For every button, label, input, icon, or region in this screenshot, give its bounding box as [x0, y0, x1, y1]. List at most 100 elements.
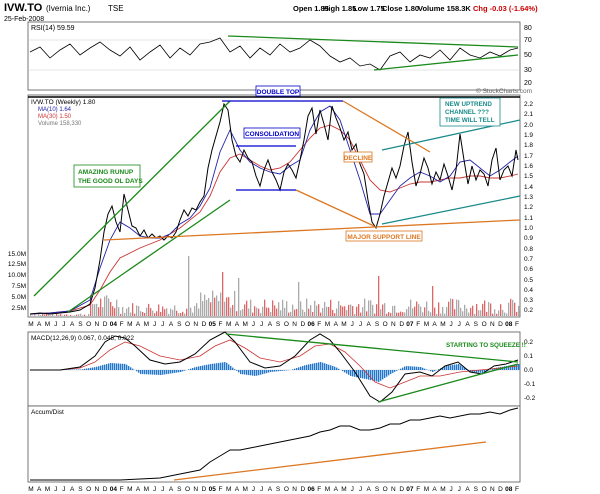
month-tick-label: J [351, 486, 354, 493]
rsi-tick: 30 [524, 67, 532, 74]
volume-bar [264, 299, 266, 316]
macd-histogram-bar [102, 365, 104, 370]
macd-histogram-bar [158, 370, 160, 375]
month-tick-label: 08 [505, 486, 513, 493]
volume-bar [182, 311, 184, 316]
month-tick-label: M [226, 486, 231, 493]
volume-bar [100, 298, 102, 316]
macd-histogram-bar [220, 362, 222, 370]
volume-bar [226, 297, 228, 316]
rsi-label: RSI(14) 59.59 [31, 25, 75, 32]
volume-bar [432, 286, 434, 316]
volume-bar [88, 314, 90, 316]
volume-bar [188, 256, 190, 316]
month-tick-label: M [325, 321, 330, 328]
macd-histogram-bar [148, 370, 150, 375]
volume-bar [328, 306, 330, 316]
volume-bar [34, 314, 36, 316]
volume-bar [278, 302, 280, 316]
volume-bar [516, 311, 518, 316]
volume-bar [168, 313, 170, 316]
macd-histogram-bar [418, 366, 420, 370]
volume-bar [298, 282, 300, 316]
volume-bar [358, 304, 360, 316]
price-panel: IVW.TO (Weekly) 1.80 MA(10) 1.64 MA(30) … [8, 85, 533, 318]
month-tick-label: N [391, 486, 396, 493]
volume-bar [372, 304, 374, 316]
month-tick-label: A [367, 486, 372, 493]
volume-bar [366, 311, 368, 316]
volume-bar [310, 305, 312, 316]
macd-histogram-bar [176, 370, 178, 373]
month-tick-label: N [490, 321, 495, 328]
macd-histogram-bar [284, 370, 286, 371]
major-support-line [103, 219, 521, 241]
month-tick-label: J [359, 486, 362, 493]
month-tick-label: J [54, 486, 57, 493]
volume-bar [456, 299, 458, 316]
volume-bar [96, 303, 98, 316]
month-tick-label: F [515, 486, 519, 493]
macd-histogram-bar [300, 366, 302, 370]
volume-bar [488, 302, 490, 316]
volume-bar [322, 308, 324, 316]
macd-histogram-bar [216, 363, 218, 370]
macd-tick: 0.0 [524, 367, 533, 374]
volume-bar [414, 306, 416, 316]
annotation-channel-text-3: TIME WILL TELL [445, 117, 495, 124]
month-tick-label: 05 [209, 486, 217, 493]
volume-bar [502, 309, 504, 316]
volume-bar [428, 310, 430, 316]
macd-histogram-bar [370, 370, 372, 381]
volume-bar [94, 304, 96, 316]
runup-upper-trendline [33, 100, 231, 297]
macd-histogram-bar [144, 370, 146, 375]
volume-bar [430, 312, 432, 316]
volume-bar [132, 303, 134, 316]
macd-histogram-bar [328, 364, 330, 370]
volume-bar [138, 306, 140, 316]
macd-lower-trendline [377, 363, 519, 403]
volume-bar [500, 304, 502, 316]
month-tick-label: J [458, 321, 461, 328]
rsi-tick: 70 [524, 37, 532, 44]
month-tick-label: 07 [406, 486, 414, 493]
volume-bar [348, 304, 350, 316]
macd-histogram-bar [78, 369, 80, 370]
month-tick-label: D [399, 486, 404, 493]
price-tick: 1.3 [524, 194, 533, 201]
volume-bar [180, 313, 182, 316]
month-tick-label: M [45, 321, 50, 328]
annotation-decline-text: DECLINE [344, 155, 373, 162]
volume-bar [514, 302, 516, 316]
month-tick-label: A [70, 486, 75, 493]
month-tick-label: D [202, 321, 207, 328]
month-tick-label: A [136, 321, 141, 328]
month-tick-label: M [28, 321, 33, 328]
macd-histogram-bar [114, 363, 116, 370]
macd-line [30, 331, 519, 403]
annotation-consolidation: CONSOLIDATION [243, 127, 301, 139]
volume-bar [434, 307, 436, 316]
volume-bar [464, 304, 466, 316]
volume-bar [376, 304, 378, 316]
volume-bar [116, 299, 118, 316]
volume-bar [62, 315, 64, 316]
volume-bar [300, 301, 302, 316]
volume-bar [272, 300, 274, 316]
volume-bar [480, 310, 482, 316]
macd-tick: -0.1 [524, 381, 536, 388]
macd-histogram-bar [88, 368, 90, 370]
price-tick: 1.4 [524, 184, 533, 191]
month-tick-label: 04 [110, 321, 118, 328]
volume-bar [58, 314, 60, 316]
macd-histogram-bar [378, 370, 380, 382]
macd-histogram-bar [450, 365, 452, 370]
month-tick-label: O [185, 321, 190, 328]
macd-histogram-bar [82, 369, 84, 370]
volume-bar [438, 302, 440, 316]
month-tick-label: A [334, 486, 339, 493]
month-tick-label: S [474, 321, 479, 328]
month-tick-label: A [432, 321, 437, 328]
volume-bar [312, 312, 314, 316]
